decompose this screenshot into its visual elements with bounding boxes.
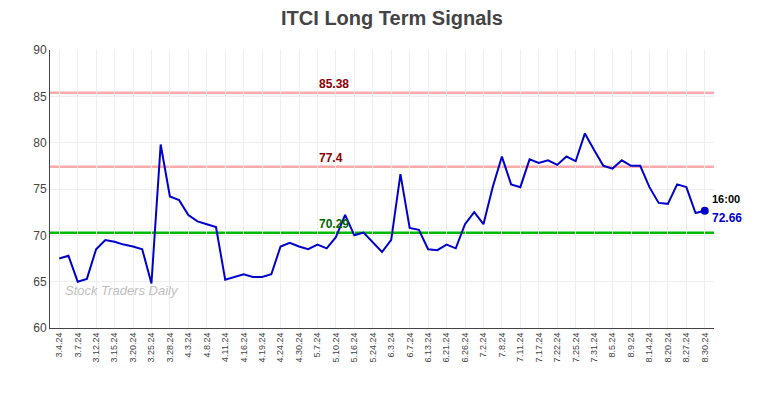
svg-text:72.66: 72.66: [712, 211, 742, 225]
svg-text:5.24.24: 5.24.24: [368, 333, 378, 363]
svg-text:70.29: 70.29: [319, 217, 349, 231]
svg-text:4.30.24: 4.30.24: [294, 333, 304, 363]
svg-text:8.30.24: 8.30.24: [700, 333, 710, 363]
svg-text:65: 65: [33, 275, 47, 289]
svg-text:6.26.24: 6.26.24: [460, 333, 470, 363]
svg-text:5.10.24: 5.10.24: [331, 333, 341, 363]
svg-text:7.25.24: 7.25.24: [571, 333, 581, 363]
svg-text:7.31.24: 7.31.24: [589, 333, 599, 363]
svg-text:16:00: 16:00: [712, 193, 740, 205]
svg-text:5.16.24: 5.16.24: [349, 333, 359, 363]
svg-text:3.15.24: 3.15.24: [109, 333, 119, 363]
svg-text:7.11.24: 7.11.24: [515, 333, 525, 362]
svg-text:7.17.24: 7.17.24: [534, 333, 544, 363]
svg-text:4.11.24: 4.11.24: [220, 333, 230, 362]
svg-text:6.13.24: 6.13.24: [423, 333, 433, 363]
svg-text:70: 70: [33, 229, 47, 243]
svg-text:3.20.24: 3.20.24: [128, 333, 138, 363]
svg-text:4.16.24: 4.16.24: [239, 333, 249, 363]
svg-text:Stock Traders Daily: Stock Traders Daily: [65, 283, 179, 298]
svg-text:3.7.24: 3.7.24: [73, 333, 83, 358]
svg-text:8.5.24: 8.5.24: [607, 333, 617, 358]
svg-text:7.8.24: 7.8.24: [497, 333, 507, 358]
svg-text:90: 90: [33, 43, 47, 57]
svg-text:3.25.24: 3.25.24: [146, 333, 156, 363]
svg-text:6.7.24: 6.7.24: [405, 333, 415, 358]
svg-text:8.27.24: 8.27.24: [681, 333, 691, 363]
svg-text:3.4.24: 3.4.24: [54, 333, 64, 358]
svg-text:ITCI Long Term Signals: ITCI Long Term Signals: [281, 7, 503, 29]
svg-text:5.7.24: 5.7.24: [312, 333, 322, 358]
svg-text:8.9.24: 8.9.24: [626, 333, 636, 358]
svg-text:77.4: 77.4: [319, 151, 343, 165]
svg-text:80: 80: [33, 136, 47, 150]
svg-text:4.19.24: 4.19.24: [257, 333, 267, 363]
svg-text:4.24.24: 4.24.24: [275, 333, 285, 363]
svg-text:3.28.24: 3.28.24: [165, 333, 175, 363]
svg-text:7.22.24: 7.22.24: [552, 333, 562, 363]
svg-text:75: 75: [33, 182, 47, 196]
svg-text:3.12.24: 3.12.24: [91, 333, 101, 363]
svg-text:85.38: 85.38: [319, 77, 349, 91]
svg-text:8.14.24: 8.14.24: [644, 333, 654, 363]
svg-text:7.2.24: 7.2.24: [478, 333, 488, 358]
svg-text:85: 85: [33, 90, 47, 104]
svg-text:8.20.24: 8.20.24: [663, 333, 673, 363]
svg-text:4.3.24: 4.3.24: [183, 333, 193, 358]
svg-text:6.3.24: 6.3.24: [386, 333, 396, 358]
svg-text:6.21.24: 6.21.24: [441, 333, 451, 363]
svg-text:4.8.24: 4.8.24: [202, 333, 212, 358]
svg-text:60: 60: [33, 321, 47, 335]
